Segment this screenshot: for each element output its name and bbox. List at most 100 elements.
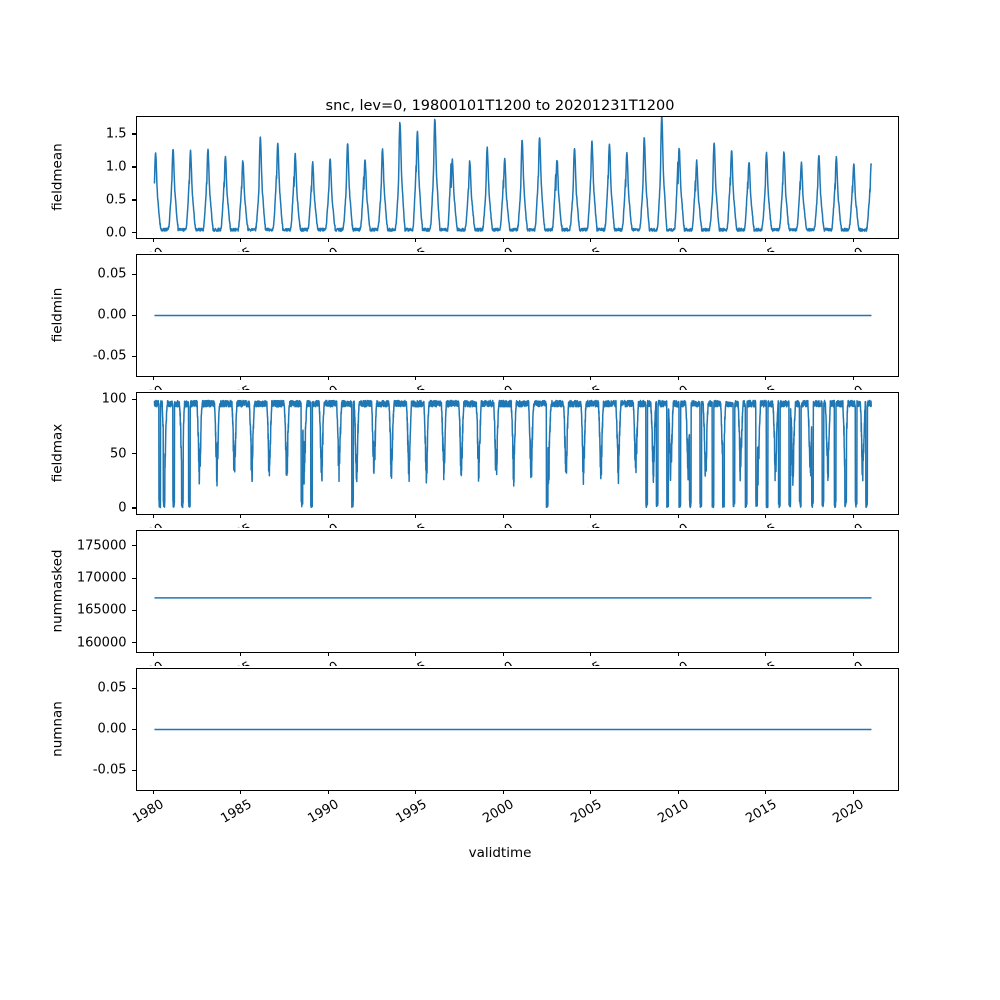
x-tick-mark: [327, 790, 329, 794]
y-tick-mark: [132, 545, 136, 547]
x-tick-label: 1980: [72, 245, 166, 253]
y-tick-mark: [132, 355, 136, 357]
y-tick-label: 0.00: [97, 307, 127, 323]
x-tick-label: 1985: [160, 521, 254, 529]
y-tick-label: 0.05: [97, 680, 127, 696]
x-tick-label: 2000: [480, 796, 517, 827]
y-tick-label: 1.0: [105, 159, 127, 175]
y-tick-mark: [132, 398, 136, 400]
plot-area-nummasked: [135, 529, 899, 653]
y-tick-mark: [132, 453, 136, 455]
x-tick-label: 1990: [247, 245, 341, 253]
x-tick-label: 2020: [772, 383, 866, 391]
x-tick-mark: [152, 790, 154, 794]
x-tick-label: 2010: [655, 796, 692, 827]
x-tick-label: 1985: [160, 383, 254, 391]
data-line-fieldmin: [137, 255, 898, 376]
x-tick-mark: [327, 514, 329, 518]
y-tick-label: 0.0: [105, 225, 127, 241]
x-tick-mark: [677, 790, 679, 794]
x-tick-mark: [152, 514, 154, 518]
y-tick-label: 1.5: [105, 126, 127, 142]
x-tick-label: 1980: [72, 521, 166, 529]
x-tick-label: 2015: [685, 383, 779, 391]
x-tick-label: 1995: [335, 383, 429, 391]
x-tick-mark: [677, 514, 679, 518]
y-tick-mark: [132, 273, 136, 275]
x-tick-mark: [502, 514, 504, 518]
x-tick-mark: [240, 514, 242, 518]
x-tick-label: 1995: [335, 659, 429, 667]
plot-area-numnan: [135, 667, 899, 791]
y-tick-mark: [132, 166, 136, 168]
x-tick-mark: [415, 652, 417, 656]
x-tick-mark: [327, 376, 329, 380]
x-tick-label: 2010: [597, 521, 691, 529]
x-tick-label: 1990: [305, 796, 342, 827]
x-tick-mark: [852, 238, 854, 242]
y-tick-mark: [132, 133, 136, 135]
x-tick-mark: [852, 790, 854, 794]
x-tick-mark: [590, 790, 592, 794]
x-tick-mark: [240, 652, 242, 656]
x-tick-mark: [152, 376, 154, 380]
y-tick-label: 170000: [76, 570, 127, 586]
y-tick-label: -0.05: [92, 348, 127, 364]
x-tick-label: 2000: [422, 521, 516, 529]
plot-area-fieldmax: [135, 391, 899, 515]
data-line-fieldmean: [137, 117, 898, 238]
y-tick-mark: [132, 642, 136, 644]
x-axis-label: validtime: [468, 845, 532, 861]
y-tick-label: 50: [109, 446, 127, 462]
x-tick-label: 1985: [160, 659, 254, 667]
y-tick-mark: [132, 232, 136, 234]
data-line-fieldmax: [137, 393, 898, 514]
x-tick-mark: [590, 514, 592, 518]
x-tick-mark: [852, 514, 854, 518]
x-tick-label: 2015: [685, 521, 779, 529]
x-tick-mark: [415, 514, 417, 518]
x-tick-label: 2020: [772, 245, 866, 253]
x-tick-label: 1995: [335, 521, 429, 529]
plot-area-fieldmean: [135, 115, 899, 239]
x-tick-mark: [590, 652, 592, 656]
x-tick-mark: [765, 652, 767, 656]
x-tick-label: 2010: [597, 383, 691, 391]
subplot-fieldmean: [135, 115, 899, 239]
x-tick-mark: [765, 376, 767, 380]
y-tick-mark: [132, 199, 136, 201]
x-tick-mark: [502, 652, 504, 656]
x-tick-mark: [415, 376, 417, 380]
x-tick-mark: [415, 790, 417, 794]
x-tick-mark: [240, 790, 242, 794]
x-tick-label: 1995: [392, 796, 429, 827]
x-tick-label: 1985: [217, 796, 254, 827]
x-tick-label: 1980: [72, 383, 166, 391]
x-tick-label: 2015: [685, 659, 779, 667]
x-tick-label: 2020: [772, 521, 866, 529]
x-tick-mark: [152, 652, 154, 656]
y-tick-label: 0.00: [97, 721, 127, 737]
x-tick-mark: [590, 238, 592, 242]
x-tick-mark: [765, 790, 767, 794]
x-tick-label: 1990: [247, 521, 341, 529]
x-tick-mark: [852, 376, 854, 380]
plot-area-fieldmin: [135, 253, 899, 377]
x-tick-mark: [502, 376, 504, 380]
x-tick-label: 2005: [567, 796, 604, 827]
y-tick-mark: [132, 687, 136, 689]
y-tick-mark: [132, 577, 136, 579]
x-tick-label: 2000: [422, 383, 516, 391]
data-line-numnan: [137, 669, 898, 790]
x-tick-mark: [765, 514, 767, 518]
subplot-fieldmin: [135, 253, 899, 377]
x-tick-label: 1980: [130, 796, 167, 827]
y-tick-label: 0: [118, 500, 127, 516]
x-tick-mark: [677, 652, 679, 656]
x-tick-label: 1980: [72, 659, 166, 667]
data-line-nummasked: [137, 531, 898, 652]
x-tick-label: 1990: [247, 383, 341, 391]
